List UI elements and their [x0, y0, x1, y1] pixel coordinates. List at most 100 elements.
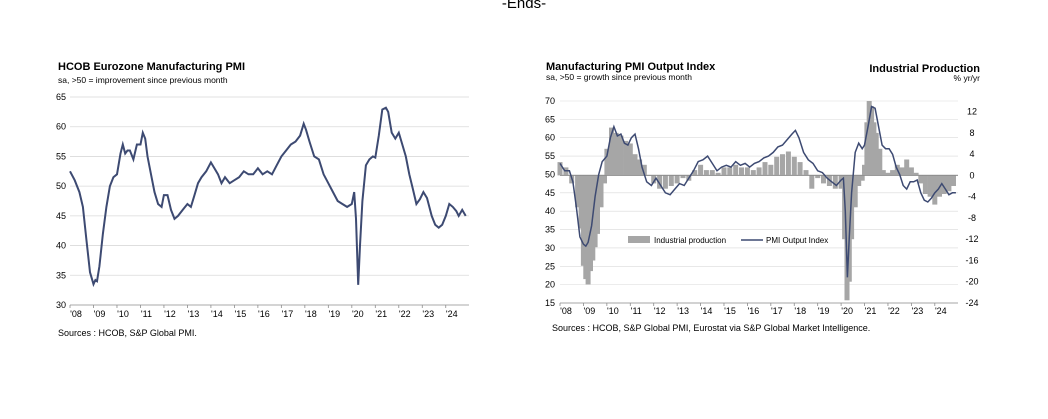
x-tick-label: '08 [560, 306, 572, 316]
bar-industrial-production [602, 175, 607, 184]
bar-industrial-production [733, 164, 739, 176]
x-tick-label: '23 [422, 309, 434, 319]
y-tick-label-right: 12 [967, 107, 977, 117]
chart-left-gridlines [70, 96, 469, 306]
y-tick-label-right: -8 [968, 213, 976, 223]
bar-industrial-production [849, 175, 855, 240]
bar-industrial-production [832, 175, 838, 189]
y-tick-label-right: 8 [969, 128, 974, 138]
y-tick-label-right: -12 [965, 234, 978, 244]
chart-left-subtitle: sa, >50 = improvement since previous mon… [58, 75, 228, 85]
bar-industrial-production [698, 164, 704, 176]
bar-industrial-production [637, 159, 643, 176]
bar-industrial-production [797, 162, 803, 176]
bar-industrial-production [674, 175, 680, 184]
x-tick-label: '16 [258, 309, 270, 319]
chart-right-title-right: Industrial Production [869, 63, 980, 75]
bar-industrial-production [595, 175, 600, 234]
y-tick-label: 55 [56, 151, 66, 161]
x-tick-label: '20 [841, 306, 853, 316]
chart-left-x-axis: '08 '09 '10 '11 '12 '13 '14 '15 '16 '17 '18 '19 '20 '… [69, 305, 458, 319]
bar-industrial-production [922, 175, 928, 194]
x-tick-label: '22 [399, 309, 411, 319]
bar-industrial-production [692, 170, 698, 176]
chart-right-gridlines [560, 100, 958, 304]
y-tick-label-left: 15 [545, 298, 555, 308]
bar-industrial-production [856, 175, 862, 186]
x-tick-label: '12 [654, 306, 666, 316]
x-tick-label: '13 [677, 306, 689, 316]
bar-industrial-production [852, 175, 858, 208]
bar-industrial-production [623, 140, 629, 176]
bar-industrial-production [918, 175, 924, 184]
y-tick-label-left: 70 [545, 96, 555, 106]
chart-right-title: Manufacturing PMI Output Index [546, 61, 716, 73]
x-tick-label: '15 [724, 306, 736, 316]
y-tick-label-left: 50 [545, 169, 555, 179]
bar-industrial-production [821, 175, 826, 184]
bar-industrial-production [627, 143, 633, 176]
bar-industrial-production [768, 164, 774, 176]
chart-right-x-axis: '08 '09 '10 '11 '12 '13 '14 '15 '16 '17 '18 '19 '20 '… [559, 303, 947, 316]
chart-right-subtitle: sa, >50 = growth since previous month [546, 72, 692, 82]
bar-industrial-production [668, 175, 674, 186]
chart-right-ylabel-right: % yr/yr [954, 73, 981, 83]
x-tick-label: '18 [794, 306, 806, 316]
y-tick-label: 30 [56, 300, 66, 310]
x-tick-label: '23 [912, 306, 924, 316]
bar-industrial-production [809, 175, 815, 189]
bar-industrial-production [598, 175, 604, 208]
y-tick-label-right: 0 [969, 170, 974, 180]
bar-industrial-production [618, 135, 624, 176]
bar-industrial-production [632, 154, 638, 176]
y-tick-label: 60 [56, 122, 66, 132]
bar-industrial-production [877, 148, 883, 176]
bar-industrial-production [941, 175, 947, 194]
chart-right-right-y-axis: 12 8 4 0 -4 -8 -12 -16 -20 -24 [965, 107, 978, 308]
page-header: -Ends- [501, 0, 547, 12]
y-tick-label-left: 40 [545, 206, 555, 216]
chart-right: Manufacturing PMI Output Index sa, >50 =… [545, 61, 980, 333]
chart-left-source: Sources : HCOB, S&P Global PMI. [58, 328, 197, 338]
chart-right-left-y-axis: 70 65 60 55 50 45 40 35 30 25 20 15 [545, 96, 555, 308]
legend-industrial-production: Industrial production [654, 236, 726, 245]
bar-industrial-production [609, 127, 614, 176]
x-tick-label: '11 [141, 309, 152, 319]
y-tick-label: 45 [56, 211, 66, 221]
y-tick-label-left: 35 [545, 225, 555, 235]
bar-industrial-production [715, 172, 721, 176]
legend-pmi-output-index: PMI Output Index [766, 236, 828, 245]
chart-right-legend: Industrial production PMI Output Index [628, 236, 828, 245]
bar-industrial-production [803, 170, 809, 176]
bar-industrial-production [657, 175, 663, 189]
bar-industrial-production [838, 175, 844, 189]
bar-industrial-production [680, 175, 686, 179]
bar-industrial-production [575, 175, 581, 208]
bar-industrial-production [946, 175, 952, 192]
y-tick-label-right: -4 [968, 192, 976, 202]
x-tick-label: '13 [188, 309, 200, 319]
bar-industrial-production [885, 172, 891, 176]
chart-right-bars [557, 101, 956, 301]
bar-industrial-production [873, 132, 879, 176]
bar-industrial-production [880, 170, 886, 176]
bar-industrial-production [913, 172, 919, 176]
bar-industrial-production [890, 170, 896, 176]
bar-industrial-production [721, 167, 727, 176]
x-tick-label: '24 [935, 306, 947, 316]
y-tick-label-right: 4 [969, 149, 974, 159]
y-tick-label-left: 60 [545, 133, 555, 143]
bar-industrial-production [791, 156, 797, 176]
y-tick-label: 65 [56, 92, 66, 102]
x-tick-label: '11 [631, 306, 642, 316]
bar-industrial-production [709, 170, 715, 176]
y-tick-label-right: -24 [965, 298, 978, 308]
chart-left-pmi-line [69, 106, 467, 288]
bar-industrial-production [932, 175, 938, 205]
x-tick-label: '14 [211, 309, 223, 319]
x-tick-label: '10 [117, 309, 129, 319]
bar-industrial-production [951, 175, 956, 186]
bar-industrial-production [762, 162, 768, 176]
x-tick-label: '19 [818, 306, 830, 316]
x-tick-label: '18 [305, 309, 317, 319]
